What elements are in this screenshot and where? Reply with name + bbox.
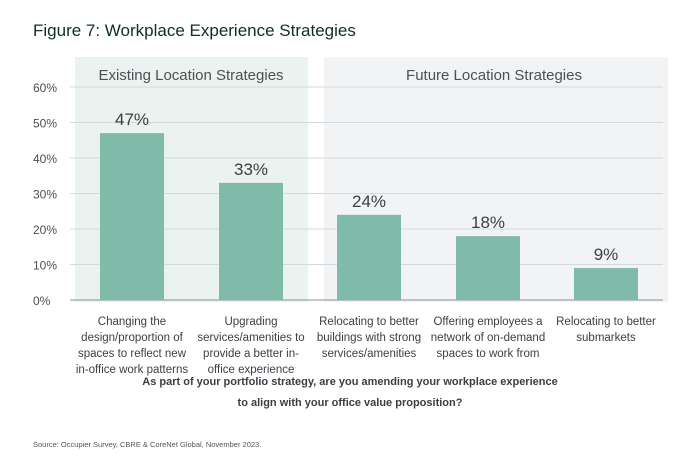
source-note: Source: Occupier Survey, CBRE & CoreNet …	[33, 440, 261, 449]
x-tick-label: Changing the	[98, 316, 166, 328]
bar	[574, 268, 638, 300]
x-tick-label: provide a better in-	[203, 348, 299, 360]
data-label: 18%	[471, 213, 505, 232]
bar	[219, 182, 283, 300]
x-tick-label: in-office work patterns	[76, 364, 189, 376]
y-tick-label: 60%	[33, 81, 57, 95]
y-tick-label: 10%	[33, 259, 57, 273]
chart-title: Figure 7: Workplace Experience Strategie…	[33, 21, 356, 40]
bar	[456, 236, 520, 300]
x-tick-label: services/amenities to	[197, 332, 304, 344]
x-axis-title-line-1: As part of your portfolio strategy, are …	[142, 376, 557, 388]
y-tick-label: 20%	[33, 223, 57, 237]
x-tick-label: Offering employees a	[433, 316, 543, 328]
data-label: 9%	[594, 245, 619, 264]
x-tick-label: network of on-demand	[431, 332, 545, 344]
y-tick-label: 30%	[33, 188, 57, 202]
x-axis-title-line-2: to align with your office value proposit…	[238, 397, 463, 409]
x-tick-label: spaces to reflect new	[78, 348, 187, 360]
bar	[337, 214, 401, 300]
x-tick-label: Relocating to better	[319, 316, 419, 328]
data-label: 33%	[234, 160, 268, 179]
x-tick-label: design/proportion of	[81, 332, 183, 344]
x-tick-label: submarkets	[576, 332, 636, 344]
x-tick-label: services/amenities	[322, 348, 417, 360]
future-group-label: Future Location Strategies	[406, 67, 582, 84]
x-tick-label: office experience	[208, 364, 295, 376]
x-tick-label: Upgrading	[224, 316, 277, 328]
bar	[100, 133, 164, 300]
x-tick-label: buildings with strong	[317, 332, 421, 344]
x-tick-label: spaces to work from	[437, 348, 540, 360]
data-label: 47%	[115, 110, 149, 129]
y-tick-label: 0%	[33, 294, 51, 308]
data-label: 24%	[352, 192, 386, 211]
existing-group-label: Existing Location Strategies	[98, 67, 283, 84]
y-tick-label: 50%	[33, 117, 57, 131]
x-tick-label: Relocating to better	[556, 316, 656, 328]
y-tick-label: 40%	[33, 152, 57, 166]
